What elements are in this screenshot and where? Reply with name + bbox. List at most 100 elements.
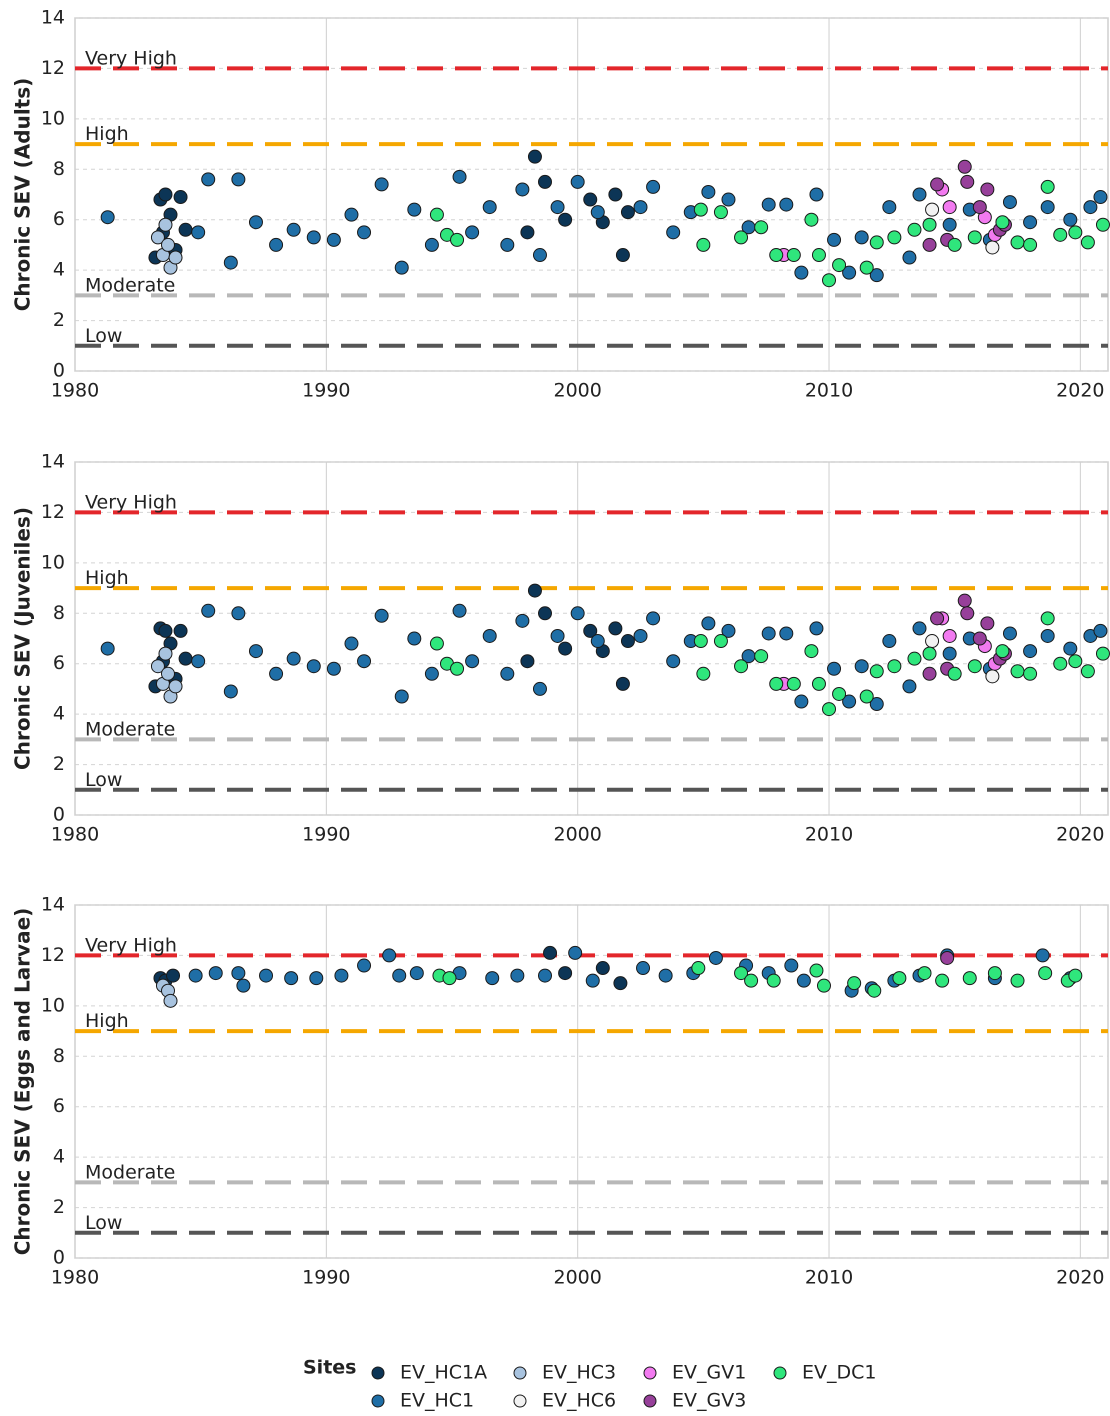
data-point xyxy=(482,628,497,643)
y-tick-label: 12 xyxy=(41,944,65,966)
data-point xyxy=(761,197,776,212)
data-point xyxy=(869,697,884,712)
y-axis-label: Chronic SEV (Eggs and Larvae) xyxy=(11,908,35,1256)
y-tick-label: 14 xyxy=(41,451,65,473)
y-tick-label: 8 xyxy=(53,1045,65,1067)
data-point xyxy=(620,634,635,649)
data-point xyxy=(515,182,530,197)
data-point xyxy=(744,973,759,988)
data-point xyxy=(231,606,246,621)
data-point xyxy=(1083,200,1098,215)
data-point xyxy=(882,634,897,649)
data-point xyxy=(869,235,884,250)
legend-marker xyxy=(643,1366,657,1380)
legend-label: EV_HC1A xyxy=(400,1362,487,1384)
data-point xyxy=(804,644,819,659)
data-point xyxy=(847,976,862,991)
data-point xyxy=(160,237,175,252)
y-axis-label: Chronic SEV (Adults) xyxy=(11,78,35,312)
data-point xyxy=(1053,656,1068,671)
data-point xyxy=(500,666,515,681)
data-point xyxy=(188,968,203,983)
legend-label: EV_DC1 xyxy=(802,1362,877,1384)
data-point xyxy=(163,993,178,1008)
data-point xyxy=(832,686,847,701)
data-point xyxy=(947,237,962,252)
data-point xyxy=(608,621,623,636)
threshold-label: High xyxy=(85,123,129,145)
threshold-label: Very High xyxy=(85,47,177,69)
data-point xyxy=(1010,664,1025,679)
data-point xyxy=(666,654,681,669)
data-point xyxy=(1093,190,1108,205)
data-point xyxy=(527,149,542,164)
data-point xyxy=(882,200,897,215)
data-point xyxy=(794,265,809,280)
data-point xyxy=(231,172,246,187)
data-point xyxy=(394,260,409,275)
legend-marker xyxy=(513,1366,527,1380)
data-point xyxy=(809,621,824,636)
data-point xyxy=(917,966,932,981)
data-point xyxy=(832,258,847,273)
x-tick-label: 2010 xyxy=(805,380,853,402)
data-point xyxy=(693,634,708,649)
y-tick-label: 2 xyxy=(53,753,65,775)
data-point xyxy=(394,689,409,704)
data-point xyxy=(708,950,723,965)
y-tick-label: 14 xyxy=(41,894,65,916)
data-point xyxy=(150,230,165,245)
data-point xyxy=(269,666,284,681)
data-point xyxy=(374,608,389,623)
x-tick-label: 2020 xyxy=(1056,1267,1104,1289)
data-point xyxy=(248,644,263,659)
data-point xyxy=(1053,227,1068,242)
data-point xyxy=(907,222,922,237)
data-point xyxy=(424,666,439,681)
y-tick-label: 4 xyxy=(53,1146,65,1168)
data-point xyxy=(550,628,565,643)
x-tick-label: 2020 xyxy=(1056,824,1104,846)
data-point xyxy=(794,694,809,709)
data-point xyxy=(558,212,573,227)
data-point xyxy=(424,237,439,252)
data-point xyxy=(754,220,769,235)
data-point xyxy=(779,197,794,212)
data-point xyxy=(1068,968,1083,983)
data-point xyxy=(583,623,598,638)
legend-marker xyxy=(643,1394,657,1408)
x-tick-label: 2000 xyxy=(553,824,601,846)
data-point xyxy=(887,659,902,674)
data-point xyxy=(940,950,955,965)
threshold-label: Low xyxy=(85,1212,122,1234)
data-point xyxy=(1040,628,1055,643)
data-point xyxy=(570,606,585,621)
y-tick-label: 10 xyxy=(41,994,65,1016)
data-point xyxy=(701,616,716,631)
data-point xyxy=(515,613,530,628)
data-point xyxy=(869,268,884,283)
data-point xyxy=(925,634,940,649)
data-point xyxy=(583,192,598,207)
data-point xyxy=(306,230,321,245)
data-point xyxy=(482,200,497,215)
data-point xyxy=(646,179,661,194)
data-point xyxy=(357,654,372,669)
data-point xyxy=(374,177,389,192)
data-point xyxy=(693,202,708,217)
data-point xyxy=(407,631,422,646)
data-point xyxy=(1010,235,1025,250)
data-point xyxy=(892,971,907,986)
data-point xyxy=(827,232,842,247)
data-point xyxy=(1093,623,1108,638)
data-point xyxy=(532,248,547,263)
data-point xyxy=(1040,611,1055,626)
data-point xyxy=(568,945,583,960)
data-point xyxy=(1063,212,1078,227)
data-point xyxy=(1038,966,1053,981)
data-point xyxy=(306,659,321,674)
threshold-label: Very High xyxy=(85,934,177,956)
data-point xyxy=(158,187,173,202)
data-point xyxy=(925,202,940,217)
data-point xyxy=(392,968,407,983)
